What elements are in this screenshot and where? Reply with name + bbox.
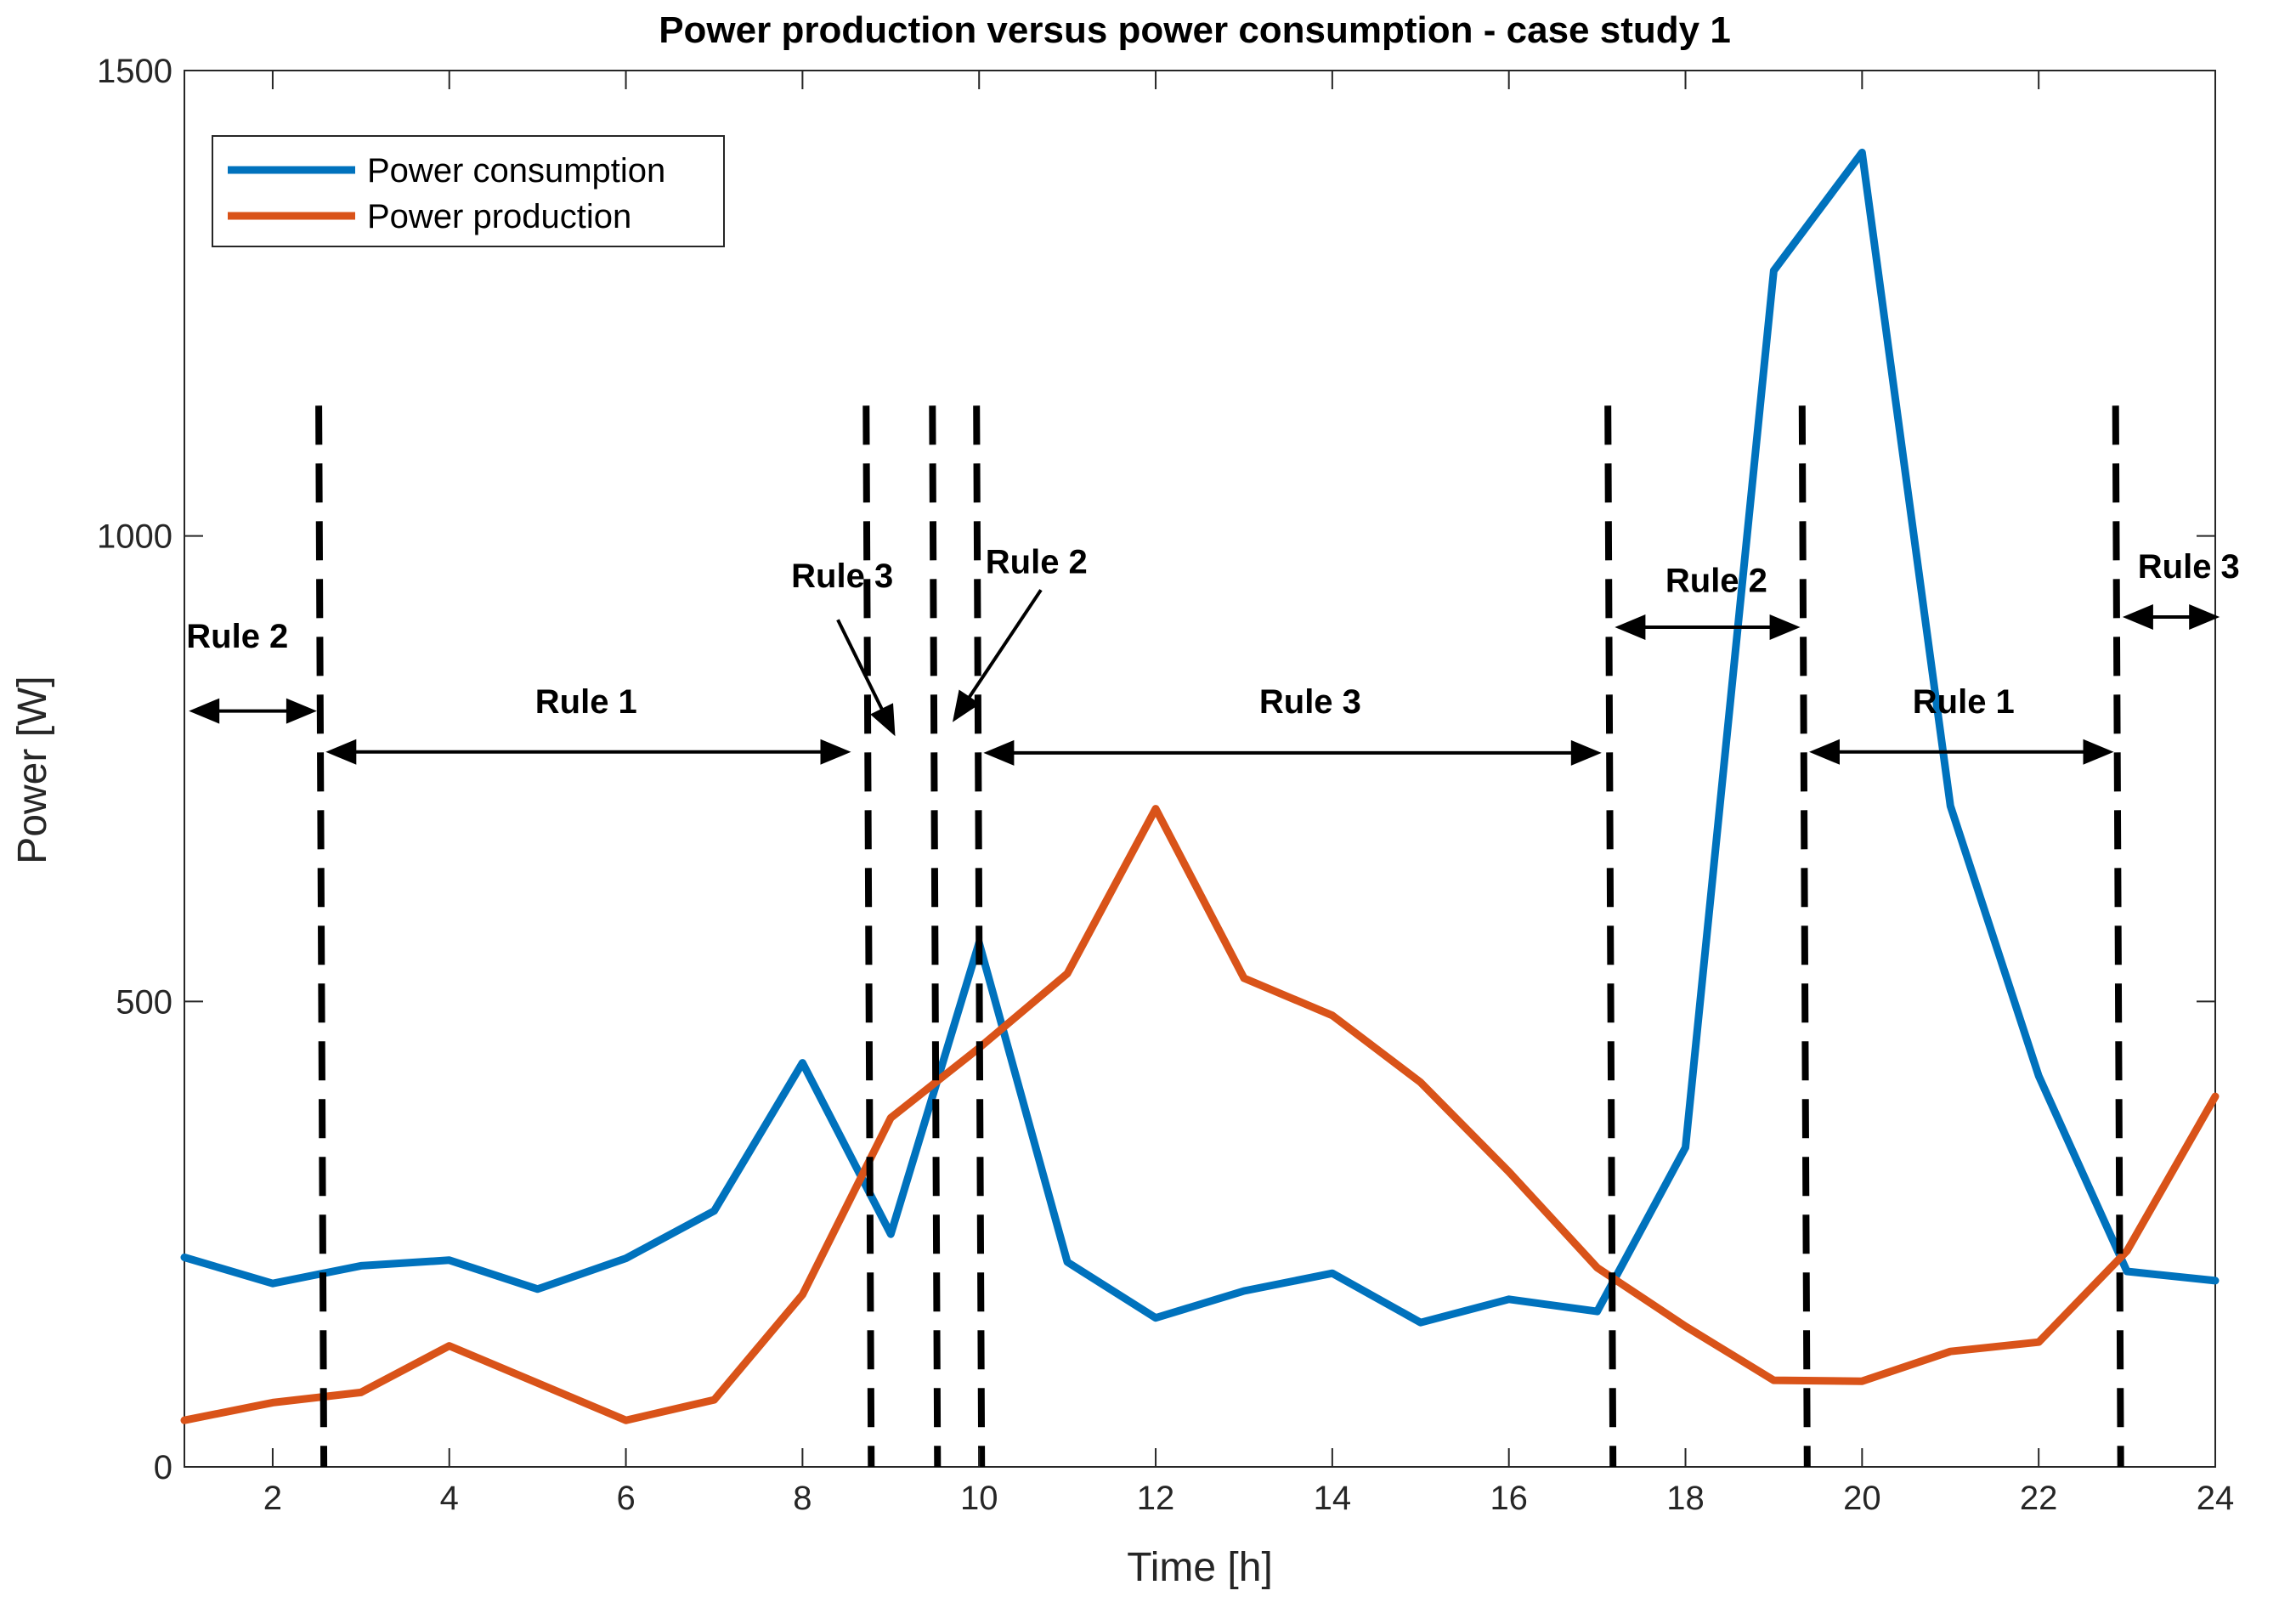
annotation-label-1: Rule 1 [535, 683, 637, 721]
annotation-label-3: Rule 2 [986, 544, 1088, 581]
annotation-label-0: Rule 2 [186, 618, 288, 655]
annotation-label-5: Rule 2 [1665, 562, 1767, 599]
x-axis-label: Time [h] [1127, 1545, 1273, 1590]
x-tick-label-8: 18 [1666, 1480, 1705, 1517]
arrowhead-pointer-1-tip [953, 689, 981, 722]
x-tick-label-1: 4 [440, 1480, 459, 1517]
vertical-divider-0 [315, 405, 328, 1468]
legend-label-production: Power production [367, 198, 631, 235]
arrowhead-range-1-left [325, 739, 357, 765]
annotations: Rule 2 Rule 1 Rule 3 Rule 2 Rule 3 Rule 2 Rule… [186, 544, 2240, 721]
arrowhead-range-5-right [2189, 604, 2220, 630]
arrowhead-range-3-left [1615, 614, 1646, 640]
arrowhead-range-5-left [2122, 604, 2153, 630]
y-tick-label-0: 0 [154, 1449, 172, 1486]
x-tick-label-3: 8 [793, 1480, 812, 1517]
axes-box [184, 70, 2216, 1468]
arrowhead-range-0-right [286, 698, 317, 724]
arrowhead-range-2-right [1570, 739, 1602, 766]
legend: Power consumption Power production [212, 135, 725, 247]
series-line-0 [180, 148, 2220, 1327]
annotation-arrows [189, 589, 2220, 766]
arrowhead-range-0-left [189, 698, 220, 724]
arrowhead-range-4-right [2083, 739, 2114, 765]
pointer-arrow-1 [965, 589, 1043, 702]
annotation-label-6: Rule 1 [1913, 683, 2015, 721]
x-tick-label-5: 12 [1137, 1480, 1175, 1517]
annotation-label-2: Rule 3 [791, 558, 893, 595]
vertical-divider-3 [973, 405, 986, 1468]
x-tick-label-7: 16 [1490, 1480, 1528, 1517]
arrowhead-pointer-0-tip [870, 703, 896, 737]
arrowhead-range-1-right [820, 739, 851, 765]
x-tick-label-2: 6 [616, 1480, 635, 1517]
vertical-divider-5 [1798, 405, 1811, 1468]
arrowhead-range-3-right [1769, 614, 1801, 640]
vertical-divider-4 [1604, 405, 1617, 1468]
chart-title: Power production versus power consumptio… [659, 9, 1731, 51]
vertical-divider-6 [2112, 405, 2124, 1468]
y-axis-label: Power [W] [10, 676, 55, 863]
annotation-label-7: Rule 3 [2138, 548, 2240, 586]
arrowhead-range-2-left [983, 739, 1015, 766]
y-tick-label-2: 1000 [97, 518, 172, 556]
series-group [180, 148, 2220, 1424]
legend-label-consumption: Power consumption [367, 152, 665, 190]
x-tick-label-10: 22 [2020, 1480, 2058, 1517]
y-tick-label-3: 1500 [97, 53, 172, 90]
arrowhead-range-4-left [1809, 739, 1840, 765]
plot-area: Rule 2 Rule 1 Rule 3 Rule 2 Rule 3 Rule 2 Rule… [97, 53, 2240, 1517]
vertical-divider-2 [929, 405, 942, 1468]
series-line-1 [180, 805, 2220, 1424]
vertical-divider-1 [862, 405, 875, 1468]
x-tick-label-6: 14 [1314, 1480, 1352, 1517]
x-tick-label-0: 2 [263, 1480, 282, 1517]
x-tick-label-11: 24 [2197, 1480, 2235, 1517]
x-tick-label-9: 20 [1843, 1480, 1881, 1517]
y-tick-label-1: 500 [116, 983, 172, 1021]
annotation-label-4: Rule 3 [1259, 683, 1361, 721]
vertical-lines [315, 405, 2124, 1468]
x-tick-label-4: 10 [960, 1480, 998, 1517]
legend-box [212, 135, 725, 247]
pointer-arrow-0 [836, 619, 885, 715]
